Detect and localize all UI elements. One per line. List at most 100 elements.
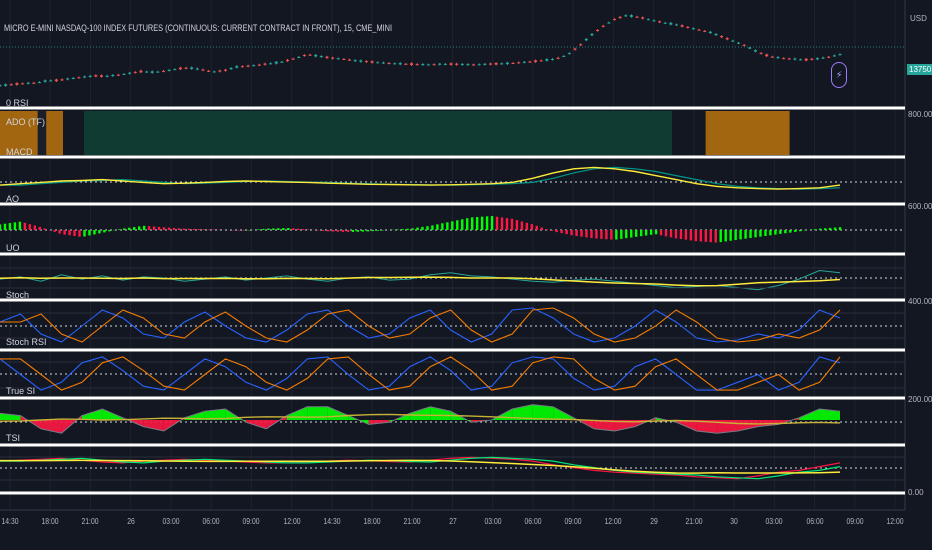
- ao-bar: [530, 224, 534, 230]
- x-tick-label: 26: [126, 517, 135, 526]
- candle: [765, 54, 769, 57]
- ao-bar: [779, 230, 782, 234]
- ao-bar: [664, 230, 668, 237]
- candle: [376, 62, 380, 64]
- ao-bar: [838, 227, 842, 230]
- candle: [827, 56, 831, 58]
- lightning-icon[interactable]: ⚡: [831, 62, 847, 88]
- x-tick-label: 27: [448, 517, 457, 526]
- right-axis-label: 400.00: [908, 297, 932, 306]
- ao-bar: [654, 230, 658, 235]
- candle: [207, 70, 211, 72]
- candle: [32, 82, 36, 84]
- ao-bar: [694, 230, 698, 242]
- candle: [133, 72, 137, 74]
- candle: [336, 58, 340, 60]
- ao-bar: [500, 217, 504, 230]
- pane-label-stoch: Stoch: [6, 290, 30, 300]
- candle: [21, 83, 25, 85]
- ao-bar: [341, 230, 345, 232]
- ao-bar: [416, 227, 419, 230]
- ao-bar: [157, 226, 161, 230]
- truesi-area: [245, 420, 267, 429]
- truesi-area: [614, 420, 636, 431]
- candle: [663, 22, 667, 24]
- x-tick-label: 09:00: [242, 517, 260, 526]
- candle: [331, 57, 335, 59]
- truesi-area: [286, 406, 308, 420]
- pane-separator: [0, 348, 905, 352]
- candle: [111, 74, 115, 77]
- macd-line: [0, 166, 841, 190]
- candle: [731, 40, 735, 42]
- ado-region: [705, 111, 790, 155]
- ao-bar: [515, 220, 519, 230]
- ao-bar: [679, 230, 683, 240]
- ao-bar: [98, 230, 101, 234]
- candle: [691, 28, 695, 30]
- ao-bar: [351, 230, 355, 232]
- ao-bar: [470, 217, 474, 230]
- candle: [410, 63, 414, 66]
- truesi-area: [40, 420, 62, 434]
- candle: [455, 63, 459, 65]
- ao-bar: [446, 222, 449, 230]
- candle: [15, 83, 19, 85]
- candle: [680, 25, 684, 27]
- pane-label-truesi: True SI: [6, 386, 36, 396]
- ao-bar: [376, 230, 379, 231]
- ao-bar: [306, 229, 310, 230]
- candle: [257, 64, 261, 66]
- ado-region: [46, 111, 63, 155]
- chart-title: MICRO E-MINI NASDAQ-100 INDEX FUTURES (C…: [4, 23, 393, 33]
- ao-bar: [292, 228, 295, 230]
- ao-bar: [426, 226, 429, 230]
- ao-bar: [287, 227, 290, 230]
- ao-bar: [794, 230, 797, 232]
- right-axis-label: 0.00: [908, 488, 924, 497]
- candle: [77, 77, 81, 79]
- ao-bar: [167, 227, 171, 230]
- x-tick-label: 09:00: [846, 517, 864, 526]
- ao-bar: [88, 230, 91, 236]
- ao-bar: [356, 230, 360, 232]
- ao-bar: [505, 218, 509, 230]
- ao-bar: [565, 230, 568, 235]
- ao-bar: [734, 230, 737, 241]
- pane-label-uo: UO: [6, 243, 20, 253]
- candle: [4, 84, 8, 86]
- ao-bar: [23, 222, 27, 230]
- candle: [466, 64, 470, 66]
- ao-bar: [103, 230, 106, 233]
- ao-bar: [600, 230, 603, 239]
- candle: [415, 64, 419, 66]
- ao-bar: [83, 230, 86, 237]
- price-tag: 13750: [907, 64, 932, 75]
- ao-bar: [639, 230, 643, 237]
- uo-line: [0, 269, 841, 291]
- ao-bar: [689, 230, 693, 241]
- x-tick-label: 21:00: [403, 517, 421, 526]
- truesi-area: [594, 420, 615, 431]
- truesi-area: [532, 404, 554, 420]
- pane-label-ao: AO: [6, 194, 20, 204]
- ao-bar: [659, 230, 663, 236]
- candle: [224, 69, 228, 71]
- ao-bar: [570, 230, 573, 236]
- ao-bar: [301, 229, 305, 230]
- ao-bar: [73, 230, 76, 236]
- ao-bar: [411, 228, 414, 230]
- truesi-area: [737, 420, 759, 431]
- pane-label-macd: MACD: [6, 147, 33, 157]
- candle: [66, 78, 70, 80]
- candle: [381, 62, 385, 64]
- ao-bar: [635, 230, 638, 237]
- ao-bar: [366, 230, 370, 232]
- candle: [178, 67, 182, 70]
- candle: [274, 61, 278, 64]
- candle: [116, 74, 120, 76]
- candle: [43, 80, 47, 82]
- right-axis-label: 800.00: [908, 110, 932, 119]
